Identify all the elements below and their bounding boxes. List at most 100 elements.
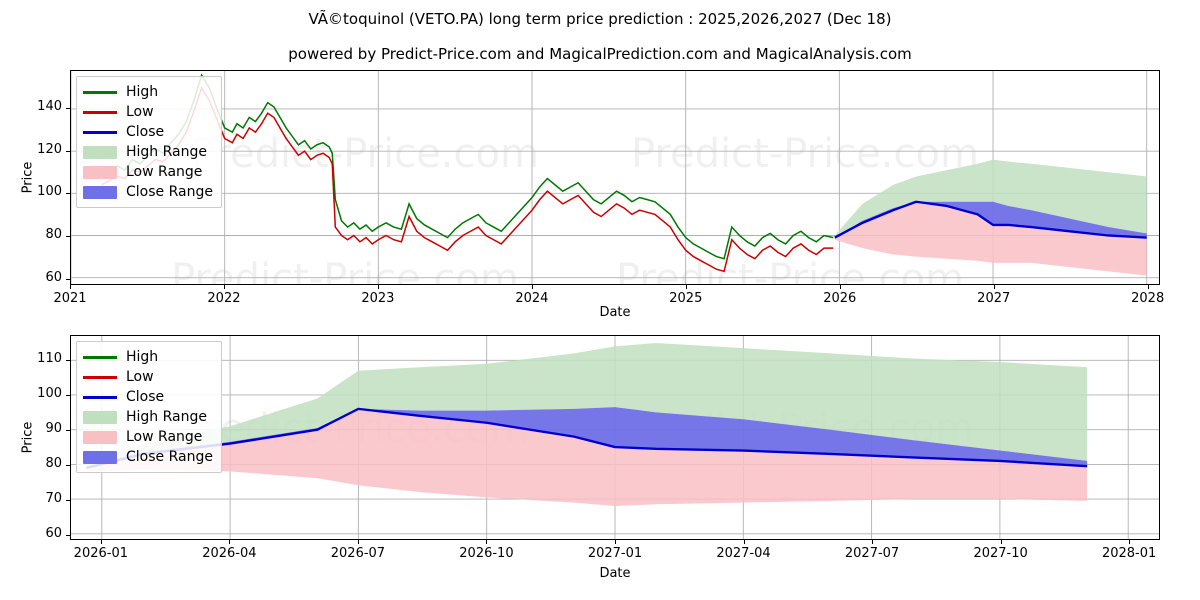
x-axis-tick-label: 2023 bbox=[361, 291, 395, 306]
legend-item: Low bbox=[83, 102, 213, 122]
y-axis-tick-label: 70 bbox=[45, 490, 62, 506]
y-axis-tick-label: 80 bbox=[45, 227, 62, 243]
y-axis-tick-mark bbox=[66, 394, 70, 396]
legend-swatch-icon bbox=[83, 165, 117, 179]
x-axis-tick-mark bbox=[1129, 540, 1131, 544]
x-axis-tick-mark bbox=[993, 285, 995, 289]
legend-item-label: Close Range bbox=[126, 184, 213, 200]
x-axis-tick-label: 2027-04 bbox=[716, 546, 771, 561]
bottom-chart-panel: Predict-Price.com Predict-Price.com bbox=[70, 335, 1160, 540]
page-subtitle: powered by Predict-Price.com and Magical… bbox=[288, 45, 912, 63]
y-axis-tick-mark bbox=[66, 429, 70, 431]
legend-item: High Range bbox=[83, 407, 213, 427]
x-axis-tick-mark bbox=[1000, 540, 1002, 544]
legend-item: Low bbox=[83, 367, 213, 387]
x-axis-tick-label: 2025 bbox=[669, 291, 703, 306]
y-axis-tick-label: 140 bbox=[37, 99, 62, 115]
legend-swatch-icon bbox=[83, 375, 117, 379]
legend-item-label: Close bbox=[126, 389, 165, 405]
y-axis-tick-mark bbox=[66, 359, 70, 361]
close-range-band bbox=[834, 201, 1147, 238]
y-axis-tick-mark bbox=[66, 499, 70, 501]
y-axis-tick-mark bbox=[66, 278, 70, 280]
y-axis-tick-label: 120 bbox=[37, 141, 62, 157]
close-forecast-line bbox=[834, 200, 1147, 239]
legend-item-label: Low bbox=[126, 369, 154, 385]
top-chart-panel: Predict-Price.com Predict-Price.com Pred… bbox=[70, 70, 1160, 285]
legend-item: Close Range bbox=[83, 182, 213, 202]
y-axis-tick-label: 80 bbox=[45, 455, 62, 471]
legend-item-label: High Range bbox=[126, 144, 207, 160]
x-axis-tick-mark bbox=[685, 285, 687, 289]
bottom-chart-svg bbox=[71, 336, 1159, 539]
top-chart-legend: High Low Close High Range Low Range Close Ran… bbox=[76, 76, 222, 208]
x-axis-tick-label: 2028-01 bbox=[1101, 546, 1157, 561]
y-axis-tick-label: 90 bbox=[45, 420, 62, 436]
legend-item: High bbox=[83, 82, 213, 102]
y-axis-tick-mark bbox=[66, 236, 70, 238]
x-axis-tick-mark bbox=[70, 285, 71, 289]
legend-swatch-icon bbox=[83, 185, 117, 199]
legend-item-label: Close bbox=[126, 124, 165, 140]
x-axis-tick-mark bbox=[357, 540, 359, 544]
x-axis-tick-label: 2027 bbox=[977, 291, 1011, 306]
legend-item-label: High bbox=[126, 84, 159, 100]
x-axis-tick-mark bbox=[1147, 285, 1149, 289]
legend-item: Close bbox=[83, 122, 213, 142]
legend-item-label: Low Range bbox=[126, 164, 203, 180]
history-low-line bbox=[101, 86, 834, 273]
page-title: VÃ©toquinol (VETO.PA) long term price pr… bbox=[308, 10, 892, 28]
legend-swatch-icon bbox=[83, 430, 117, 444]
x-axis-tick-mark bbox=[100, 540, 102, 544]
low-range-band bbox=[834, 201, 1147, 276]
legend-item: Close bbox=[83, 387, 213, 407]
legend-swatch-icon bbox=[83, 145, 117, 159]
x-axis-tick-label: 2026-04 bbox=[202, 546, 257, 561]
x-axis-tick-label: 2027-10 bbox=[973, 546, 1028, 561]
close-forecast-line bbox=[86, 407, 1088, 470]
bottom-plot-area: Predict-Price.com Predict-Price.com bbox=[70, 335, 1160, 540]
close-range-band bbox=[86, 407, 1088, 468]
x-axis-tick-label: 2024 bbox=[515, 291, 549, 306]
legend-item: Low Range bbox=[83, 162, 213, 182]
x-axis-tick-label: 2021 bbox=[53, 291, 87, 306]
x-axis-tick-label: 2028 bbox=[1131, 291, 1165, 306]
y-axis-tick-label: 60 bbox=[45, 525, 62, 541]
y-axis-tick-mark bbox=[66, 534, 70, 536]
top-yaxis-label: Price bbox=[20, 161, 36, 194]
y-axis-tick-label: 110 bbox=[37, 350, 62, 366]
legend-item: High bbox=[83, 347, 213, 367]
y-axis-tick-mark bbox=[66, 193, 70, 195]
y-axis-tick-label: 100 bbox=[37, 385, 62, 401]
legend-item-label: Close Range bbox=[126, 449, 213, 465]
x-axis-tick-mark bbox=[486, 540, 488, 544]
legend-item: Low Range bbox=[83, 427, 213, 447]
bottom-xaxis-label: Date bbox=[599, 566, 631, 581]
top-xaxis-label: Date bbox=[599, 305, 631, 320]
high-range-band bbox=[834, 159, 1147, 238]
x-axis-tick-label: 2026-10 bbox=[459, 546, 514, 561]
x-axis-tick-label: 2026 bbox=[823, 291, 857, 306]
x-axis-tick-label: 2026-01 bbox=[73, 546, 128, 561]
y-axis-tick-mark bbox=[66, 108, 70, 110]
legend-item-label: Low Range bbox=[126, 429, 203, 445]
x-axis-tick-mark bbox=[223, 285, 225, 289]
top-chart-svg bbox=[71, 71, 1159, 284]
x-axis-tick-mark bbox=[743, 540, 745, 544]
x-axis-tick-label: 2027-07 bbox=[844, 546, 900, 561]
x-axis-tick-label: 2022 bbox=[207, 291, 241, 306]
legend-item: High Range bbox=[83, 142, 213, 162]
x-axis-tick-mark bbox=[839, 285, 841, 289]
history-high-line bbox=[101, 73, 834, 260]
legend-swatch-icon bbox=[83, 355, 117, 359]
x-axis-tick-mark bbox=[229, 540, 231, 544]
legend-swatch-icon bbox=[83, 90, 117, 94]
legend-swatch-icon bbox=[83, 450, 117, 464]
y-axis-tick-mark bbox=[66, 464, 70, 466]
legend-swatch-icon bbox=[83, 395, 117, 399]
legend-swatch-icon bbox=[83, 130, 117, 134]
x-axis-tick-mark bbox=[377, 285, 379, 289]
x-axis-tick-mark bbox=[615, 540, 616, 544]
y-axis-tick-label: 100 bbox=[37, 184, 62, 200]
